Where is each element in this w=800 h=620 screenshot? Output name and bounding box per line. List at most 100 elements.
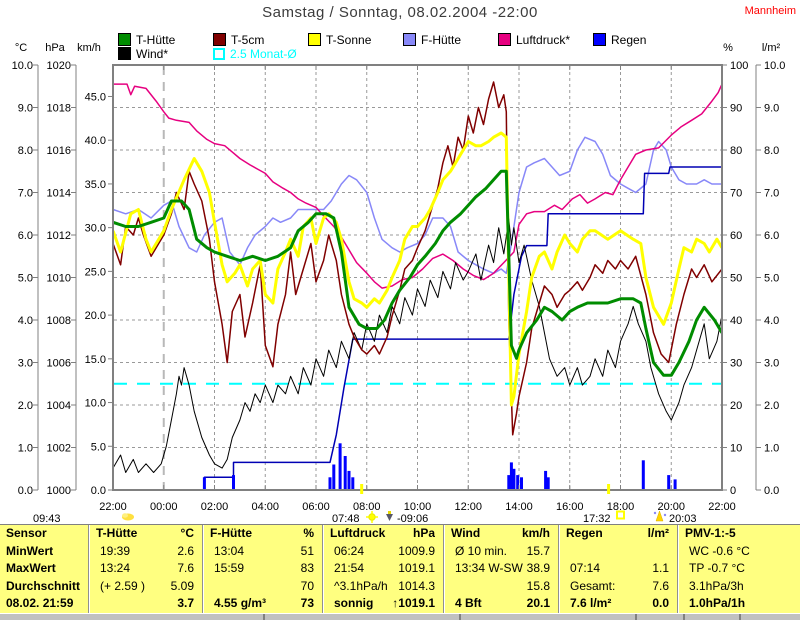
annotation-time: 17:32 (583, 513, 611, 525)
svg-text:1000: 1000 (47, 485, 71, 497)
sun-moon-annotations: 09:43 07:48 -09:06 17:32 20:03 (33, 510, 697, 525)
table-col-unit: l/m² (647, 526, 669, 540)
legend-swatch-icon (308, 33, 321, 46)
table-cell-text: TP -0.7 °C (689, 561, 745, 576)
annotation-time: -09:06 (397, 513, 428, 525)
table-header-sensor: Sensor (6, 526, 47, 540)
table-cell-value: 51 (300, 543, 314, 558)
legend-swatch-icon (213, 33, 226, 46)
table-col-header: PMV-1:-5 (685, 526, 736, 540)
svg-text:1008: 1008 (47, 315, 71, 327)
legend-label: T-Sonne (326, 33, 372, 47)
svg-text:1006: 1006 (47, 358, 71, 370)
table-col-unit: hPa (412, 526, 435, 540)
table-cell-value: 15.7 (526, 543, 550, 558)
table-column-separator-highlight (559, 525, 560, 614)
arrow-down-icon (386, 511, 393, 521)
annotation-time: 20:03 (669, 513, 697, 525)
table-column-separator-highlight (89, 525, 90, 614)
legend-item-luftdruck-: Luftdruck* (498, 33, 571, 47)
svg-text:10.0: 10.0 (764, 60, 785, 72)
table-col-unit: % (303, 526, 314, 540)
table-cell-text: WC -0.6 °C (689, 543, 750, 558)
svg-text:60: 60 (730, 230, 742, 242)
svg-text:5.0: 5.0 (18, 273, 33, 285)
svg-text:5.0: 5.0 (91, 441, 106, 453)
table-cell-value: 3.7 (177, 596, 194, 611)
moon-icon (122, 513, 134, 521)
table-cell-value: 38.9 (526, 561, 550, 576)
page-title: Samstag / Sonntag, 08.02.2004 -22:00 (262, 4, 538, 21)
chart-series (114, 81, 721, 489)
table-row-label: Durchschnitt (6, 578, 81, 593)
strip-divider (459, 614, 461, 620)
sensor-stats-table: Sensor MinWert MaxWert Durchschnitt 08.02. 2… (0, 524, 800, 614)
svg-text:00:00: 00:00 (150, 501, 178, 513)
svg-text:9.0: 9.0 (764, 103, 779, 115)
table-col-unit: °C (180, 526, 194, 540)
svg-text:90: 90 (730, 103, 742, 115)
table-cell-text: sonnig (334, 596, 374, 611)
svg-text:10:00: 10:00 (404, 501, 432, 513)
strip-divider (635, 614, 637, 620)
table-cell-text: 06:24 (334, 543, 365, 558)
svg-text:22:00: 22:00 (99, 501, 127, 513)
bottom-scrollbar-strip[interactable] (0, 613, 800, 620)
svg-text:12:00: 12:00 (454, 501, 482, 513)
table-column-separator (202, 525, 203, 614)
svg-text:02:00: 02:00 (201, 501, 229, 513)
legend-label: T-5cm (231, 33, 265, 47)
svg-text:04:00: 04:00 (251, 501, 279, 513)
table-column-separator (677, 525, 678, 614)
svg-text:1020: 1020 (47, 60, 71, 72)
legend-label: Wind* (136, 47, 169, 61)
svg-text:1012: 1012 (47, 230, 71, 242)
svg-text:18:00: 18:00 (607, 501, 635, 513)
svg-text:30: 30 (730, 358, 742, 370)
table-cell-value: 1.1 (652, 561, 669, 576)
svg-text:3.0: 3.0 (18, 358, 33, 370)
axis-unit-label: °C (15, 42, 27, 54)
svg-text:0: 0 (730, 485, 736, 497)
legend-label: Luftdruck* (516, 33, 571, 47)
table-cell-value: 15.8 (526, 578, 550, 593)
table-cell-text: Gesamt: (570, 578, 616, 593)
sun-icon (366, 511, 378, 523)
svg-text:10.0: 10.0 (85, 398, 106, 410)
svg-text:4.0: 4.0 (764, 315, 779, 327)
axis-lm: 10.0 9.0 8.0 7.0 6.0 5.0 4.0 3.0 2.0 1.0 0.0 l/m² (755, 42, 785, 497)
series-t-5cm (114, 81, 721, 436)
svg-text:0.0: 0.0 (18, 485, 33, 497)
legend-swatch-icon (118, 47, 131, 60)
legend-swatch-icon (498, 33, 511, 46)
svg-text:80: 80 (730, 145, 742, 157)
svg-text:1004: 1004 (47, 400, 71, 412)
annotation-time: 09:43 (33, 513, 61, 525)
axis-C: 10.0 9.0 8.0 7.0 6.0 5.0 4.0 3.0 2.0 1.0 0.0 °C (12, 42, 39, 497)
table-column-separator (443, 525, 444, 614)
svg-text:8.0: 8.0 (18, 145, 33, 157)
svg-text:1018: 1018 (47, 103, 71, 115)
table-column-separator-highlight (678, 525, 679, 614)
legend-label: T-Hütte (136, 33, 176, 47)
strip-divider (739, 614, 741, 620)
svg-text:10.0: 10.0 (12, 60, 33, 72)
svg-text:9.0: 9.0 (18, 103, 33, 115)
series-f-h-tte (114, 136, 721, 275)
axis-unit-label: l/m² (762, 42, 781, 54)
table-col-header: T-Hütte (96, 526, 138, 540)
svg-text:0.0: 0.0 (764, 485, 779, 497)
table-cell-value: 7.6 (652, 578, 669, 593)
table-col-header: F-Hütte (210, 526, 252, 540)
series-t-h-tte (114, 169, 721, 377)
station-name: Mannheim (744, 5, 796, 17)
svg-text:2.0: 2.0 (18, 400, 33, 412)
svg-text:20.0: 20.0 (85, 310, 106, 322)
table-row-label: 08.02. 21:59 (6, 596, 74, 611)
axis-unit-label: km/h (77, 42, 101, 54)
table-col-header: Wind (451, 526, 481, 540)
table-cell-text: ^3.1hPa/h (334, 578, 388, 593)
axis-unit-label: % (723, 42, 733, 54)
table-column-separator-highlight (444, 525, 445, 614)
svg-text:1014: 1014 (47, 188, 71, 200)
